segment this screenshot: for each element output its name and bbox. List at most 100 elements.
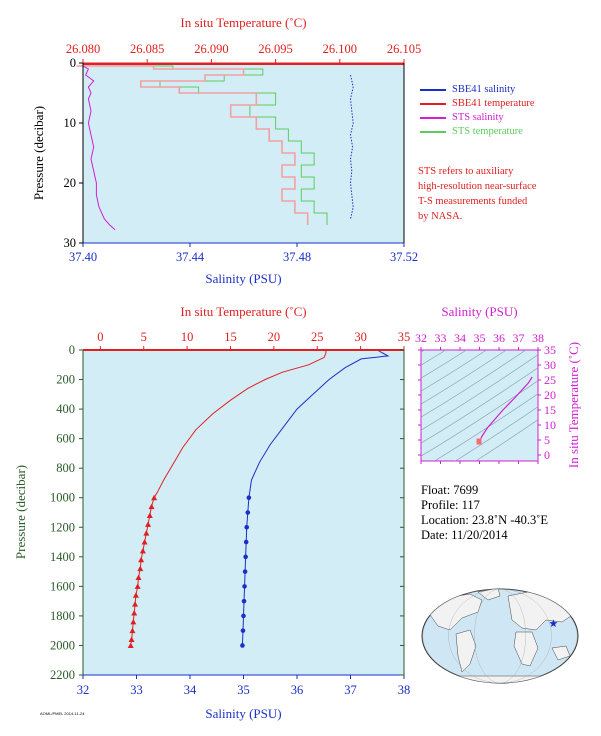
density-contour bbox=[421, 350, 447, 366]
sbe41-temperature-band bbox=[76, 65, 309, 225]
temperature-marker bbox=[134, 583, 141, 589]
bottom-pressure-tick-label: 400 bbox=[56, 402, 75, 416]
legend-item: STS temperature bbox=[420, 126, 523, 140]
bottom-pressure-tick-label: 0 bbox=[69, 343, 75, 357]
bottom-sal-tick-label: 34 bbox=[184, 683, 197, 697]
top-sal-tick-label: 37.52 bbox=[390, 250, 418, 264]
float-location-marker bbox=[549, 619, 558, 627]
top-plot-area bbox=[83, 63, 404, 243]
ts-temp-tick-label: 0 bbox=[544, 448, 550, 462]
bottom-temp-tick-label: 25 bbox=[311, 330, 324, 344]
temperature-marker bbox=[132, 601, 139, 607]
salinity-marker bbox=[241, 613, 246, 619]
top-sal-tick-label: 37.48 bbox=[283, 250, 311, 264]
temperature-marker bbox=[128, 636, 135, 643]
legend-item: STS salinity bbox=[420, 112, 504, 126]
date: Date: 11/20/2014 bbox=[421, 528, 508, 542]
sts-temperature-line bbox=[95, 65, 328, 225]
ts-sal-tick-label: 34 bbox=[454, 331, 466, 345]
bottom-pressure-axis-title: Pressure (decibar) bbox=[13, 465, 28, 559]
ts-temp-tick-label: 20 bbox=[544, 388, 556, 402]
bottom-pressure-tick-label: 1800 bbox=[50, 609, 75, 623]
density-contour bbox=[421, 350, 527, 418]
bottom-pressure-tick-label: 2200 bbox=[50, 668, 75, 682]
ts-temp-tick-label: 5 bbox=[544, 433, 550, 447]
temperature-marker bbox=[139, 547, 146, 554]
top-pressure-tick-label: 0 bbox=[70, 56, 76, 70]
legend-label: SBE41 temperature bbox=[452, 98, 535, 109]
ts-sal-tick-label: 32 bbox=[415, 331, 427, 345]
temperature-marker bbox=[131, 609, 138, 616]
ts-temp-tick-label: 30 bbox=[544, 358, 556, 372]
salinity-marker bbox=[243, 539, 249, 545]
bottom-sal-tick-label: 33 bbox=[130, 683, 143, 697]
bottom-temp-tick-label: 5 bbox=[141, 330, 147, 344]
ts-sal-tick-label: 35 bbox=[474, 331, 486, 345]
bottom-temp-tick-label: 10 bbox=[181, 330, 194, 344]
sts-note-line: high-resolution near-surface bbox=[418, 181, 537, 192]
legend-label: SBE41 salinity bbox=[452, 84, 516, 95]
density-contour bbox=[433, 393, 538, 461]
density-contour bbox=[421, 350, 468, 379]
sts-note-line: T-S measurements funded bbox=[418, 196, 528, 207]
top-pressure-tick-label: 20 bbox=[64, 176, 77, 190]
bottom-pressure-tick-label: 1200 bbox=[50, 520, 75, 534]
salinity-marker bbox=[244, 524, 250, 530]
ts-sal-axis-title: Salinity (PSU) bbox=[441, 304, 517, 319]
temperature-marker bbox=[135, 574, 142, 580]
top-pressure-tick-label: 30 bbox=[64, 236, 77, 250]
bottom-temp-axis-title: In situ Temperature (˚C) bbox=[180, 304, 306, 319]
temperature-marker bbox=[143, 530, 150, 536]
salinity-marker bbox=[242, 569, 248, 574]
continent bbox=[455, 629, 477, 673]
temperature-marker bbox=[129, 627, 136, 634]
salinity-marker bbox=[241, 598, 247, 604]
top-temp-tick-label: 26.105 bbox=[387, 42, 421, 56]
density-contour bbox=[421, 367, 538, 444]
temperature-marker bbox=[132, 592, 139, 598]
bottom-sal-tick-label: 32 bbox=[77, 683, 90, 697]
bottom-sal-tick-label: 37 bbox=[344, 683, 357, 697]
top-pressure-tick-label: 10 bbox=[64, 116, 77, 130]
temperature-marker bbox=[127, 642, 134, 648]
sbe41-salinity-line bbox=[349, 74, 354, 220]
bottom-pressure-tick-label: 1400 bbox=[50, 550, 75, 564]
ts-temp-axis-title: In situ Temperature (˚C) bbox=[566, 342, 581, 468]
density-contour bbox=[475, 419, 538, 461]
temperature-marker bbox=[148, 503, 155, 510]
bottom-sal-tick-label: 35 bbox=[237, 683, 250, 697]
salinity-marker bbox=[242, 584, 247, 589]
bottom-temp-tick-label: 15 bbox=[224, 330, 237, 344]
top-temp-tick-label: 26.080 bbox=[66, 42, 100, 56]
salinity-marker bbox=[245, 510, 251, 515]
sts-note-line: STS refers to auxiliary bbox=[418, 166, 514, 177]
continent bbox=[513, 631, 539, 667]
temperature-marker bbox=[137, 565, 144, 572]
footer-code: AOML/PMEL 2014-11-24 bbox=[40, 711, 85, 716]
legend-swatch bbox=[420, 102, 446, 105]
legend-item: SBE41 temperature bbox=[420, 98, 535, 112]
top-legend: SBE41 salinity SBE41 temperature STS salin… bbox=[420, 84, 600, 154]
salinity-marker bbox=[240, 628, 246, 633]
bottom-pressure-tick-label: 1600 bbox=[50, 579, 75, 593]
top-sal-tick-label: 37.40 bbox=[69, 250, 97, 264]
float-info: Float: 7699 Profile: 117 Location: 23.8˚… bbox=[421, 483, 548, 543]
top-sal-axis-title: Salinity (PSU) bbox=[205, 271, 281, 286]
temperature-marker bbox=[145, 521, 152, 527]
ts-temp-tick-label: 35 bbox=[544, 343, 556, 357]
salinity-marker bbox=[243, 554, 248, 560]
map-meridian bbox=[422, 589, 578, 683]
temperature-marker bbox=[146, 512, 153, 518]
ts-deep-cluster bbox=[476, 438, 482, 445]
top-temp-tick-label: 26.085 bbox=[130, 42, 164, 56]
bottom-temp-tick-label: 35 bbox=[398, 330, 411, 344]
bottom-sal-tick-label: 38 bbox=[398, 683, 411, 697]
top-pressure-axis-title: Pressure (decibar) bbox=[31, 106, 46, 200]
legend-swatch bbox=[420, 130, 446, 133]
top-sal-tick-label: 37.44 bbox=[176, 250, 205, 264]
ts-temp-tick-label: 10 bbox=[544, 418, 556, 432]
ts-sal-tick-label: 38 bbox=[532, 331, 544, 345]
profile-number: Profile: 117 bbox=[421, 498, 480, 512]
ts-sal-tick-label: 36 bbox=[493, 331, 505, 345]
density-contour bbox=[421, 380, 538, 457]
